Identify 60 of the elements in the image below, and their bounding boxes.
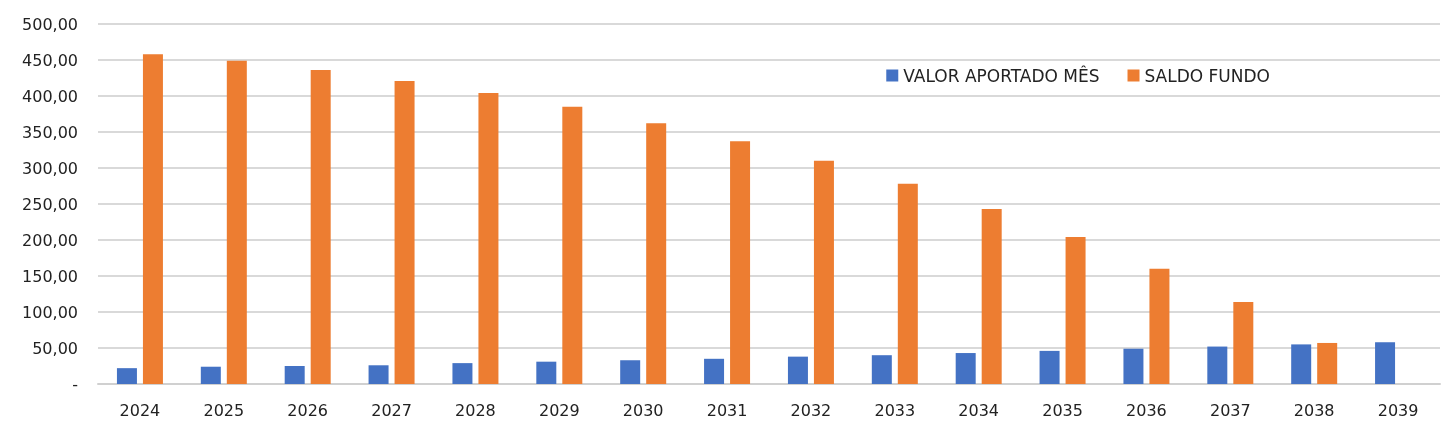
bar <box>1149 268 1170 384</box>
x-tick-label: 2025 <box>203 400 245 420</box>
bar <box>955 353 976 384</box>
y-tick-label: - <box>72 374 78 394</box>
y-tick-label: 300,00 <box>22 158 78 178</box>
y-tick-label: 200,00 <box>22 230 78 250</box>
legend-label: SALDO FUNDO <box>1144 65 1271 86</box>
y-tick-label: 350,00 <box>22 122 78 142</box>
bar <box>1123 348 1144 384</box>
bar <box>200 366 221 384</box>
bar <box>478 93 499 384</box>
x-tick-label: 2029 <box>538 400 580 420</box>
x-tick-label: 2026 <box>287 400 329 420</box>
bar <box>813 160 834 384</box>
bar <box>1039 350 1060 384</box>
y-tick-label: 500,00 <box>22 14 78 34</box>
x-tick-label: 2038 <box>1293 400 1335 420</box>
x-tick-label: 2034 <box>958 400 1000 420</box>
bar <box>1291 344 1312 384</box>
bar <box>1317 342 1338 384</box>
bar <box>646 123 667 384</box>
x-tick-label: 2039 <box>1377 400 1419 420</box>
bar <box>142 54 163 384</box>
bar <box>1065 237 1086 384</box>
x-tick-label: 2031 <box>706 400 748 420</box>
legend-label: VALOR APORTADO MÊS <box>903 64 1100 86</box>
x-tick-label: 2036 <box>1126 400 1167 420</box>
y-tick-label: 150,00 <box>22 266 78 286</box>
y-tick-label: 50,00 <box>32 338 78 358</box>
bar <box>787 356 808 384</box>
bar <box>897 183 918 384</box>
bar <box>368 365 389 384</box>
bar <box>452 363 473 384</box>
y-tick-label: 450,00 <box>22 50 78 70</box>
x-tick-label: 2028 <box>455 400 496 420</box>
bar <box>620 360 641 384</box>
bar <box>871 355 892 384</box>
x-tick-label: 2024 <box>119 400 161 420</box>
bar <box>1375 342 1396 384</box>
bar <box>226 60 247 384</box>
bar <box>310 70 331 384</box>
bar <box>1233 301 1254 384</box>
x-tick-label: 2037 <box>1209 400 1251 420</box>
bar <box>116 368 137 384</box>
x-tick-label: 2033 <box>874 400 916 420</box>
bar <box>704 358 725 384</box>
bar <box>394 80 415 384</box>
bar <box>562 106 583 384</box>
bar <box>1207 346 1228 384</box>
y-tick-label: 100,00 <box>22 302 78 322</box>
bar <box>981 209 1002 384</box>
y-tick-label: 400,00 <box>22 86 78 106</box>
x-tick-label: 2032 <box>790 400 832 420</box>
bar <box>730 141 751 384</box>
x-tick-label: 2027 <box>371 400 412 420</box>
bar <box>536 361 557 384</box>
y-tick-label: 250,00 <box>22 194 78 214</box>
bar <box>284 366 305 384</box>
x-tick-label: 2035 <box>1042 400 1083 420</box>
x-tick-label: 2030 <box>622 400 664 420</box>
